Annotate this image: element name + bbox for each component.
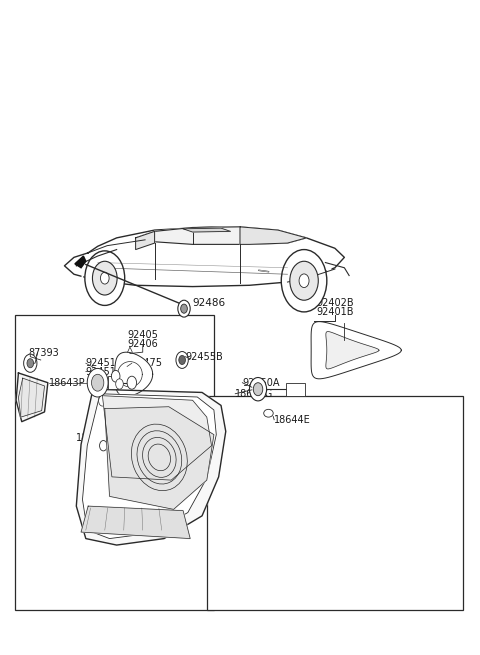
Polygon shape xyxy=(105,407,214,510)
Circle shape xyxy=(250,377,266,401)
Text: 92450A: 92450A xyxy=(242,378,280,388)
Polygon shape xyxy=(115,352,153,396)
Text: 92455B: 92455B xyxy=(185,352,223,362)
Circle shape xyxy=(24,354,37,372)
Polygon shape xyxy=(136,231,155,250)
Polygon shape xyxy=(76,389,226,545)
Text: 92451K: 92451K xyxy=(86,367,123,377)
Polygon shape xyxy=(16,373,48,422)
Bar xyxy=(287,383,305,396)
Polygon shape xyxy=(83,394,216,538)
Polygon shape xyxy=(311,322,401,379)
Circle shape xyxy=(93,261,117,295)
Polygon shape xyxy=(64,227,344,287)
Text: 92402B: 92402B xyxy=(316,298,354,308)
Circle shape xyxy=(178,300,190,317)
Polygon shape xyxy=(81,506,190,538)
Text: 18643D: 18643D xyxy=(76,433,115,443)
Text: 92435: 92435 xyxy=(329,332,360,343)
Text: 92486: 92486 xyxy=(192,298,226,308)
Circle shape xyxy=(253,383,263,396)
Bar xyxy=(14,314,214,610)
Circle shape xyxy=(98,396,106,406)
Text: 92451A: 92451A xyxy=(86,358,123,368)
Bar xyxy=(207,396,463,610)
Circle shape xyxy=(116,379,123,389)
Polygon shape xyxy=(75,256,86,268)
Text: 92406: 92406 xyxy=(127,339,158,348)
Circle shape xyxy=(111,370,120,382)
Circle shape xyxy=(99,441,107,451)
Circle shape xyxy=(176,352,188,368)
Circle shape xyxy=(87,368,108,397)
Polygon shape xyxy=(102,396,212,480)
Circle shape xyxy=(85,251,125,305)
Circle shape xyxy=(92,374,104,391)
Circle shape xyxy=(127,376,137,389)
Circle shape xyxy=(290,261,318,300)
Text: 92405: 92405 xyxy=(127,330,158,341)
Ellipse shape xyxy=(264,409,273,417)
Text: 18643D: 18643D xyxy=(184,413,222,423)
Circle shape xyxy=(180,304,187,313)
Ellipse shape xyxy=(179,409,189,417)
Circle shape xyxy=(299,274,309,288)
Polygon shape xyxy=(136,227,306,244)
Polygon shape xyxy=(183,228,230,232)
Polygon shape xyxy=(240,227,306,244)
Circle shape xyxy=(281,250,327,312)
Polygon shape xyxy=(18,378,45,417)
Polygon shape xyxy=(326,331,379,369)
Text: 18643P: 18643P xyxy=(49,378,86,388)
Text: 87393: 87393 xyxy=(29,348,60,358)
Text: 18642G: 18642G xyxy=(235,389,274,399)
Circle shape xyxy=(100,272,109,284)
Bar xyxy=(108,376,118,389)
Circle shape xyxy=(27,359,34,367)
Circle shape xyxy=(179,356,185,365)
Text: 18644E: 18644E xyxy=(274,415,311,424)
Text: 92475: 92475 xyxy=(132,358,163,368)
Text: 92401B: 92401B xyxy=(316,307,354,317)
